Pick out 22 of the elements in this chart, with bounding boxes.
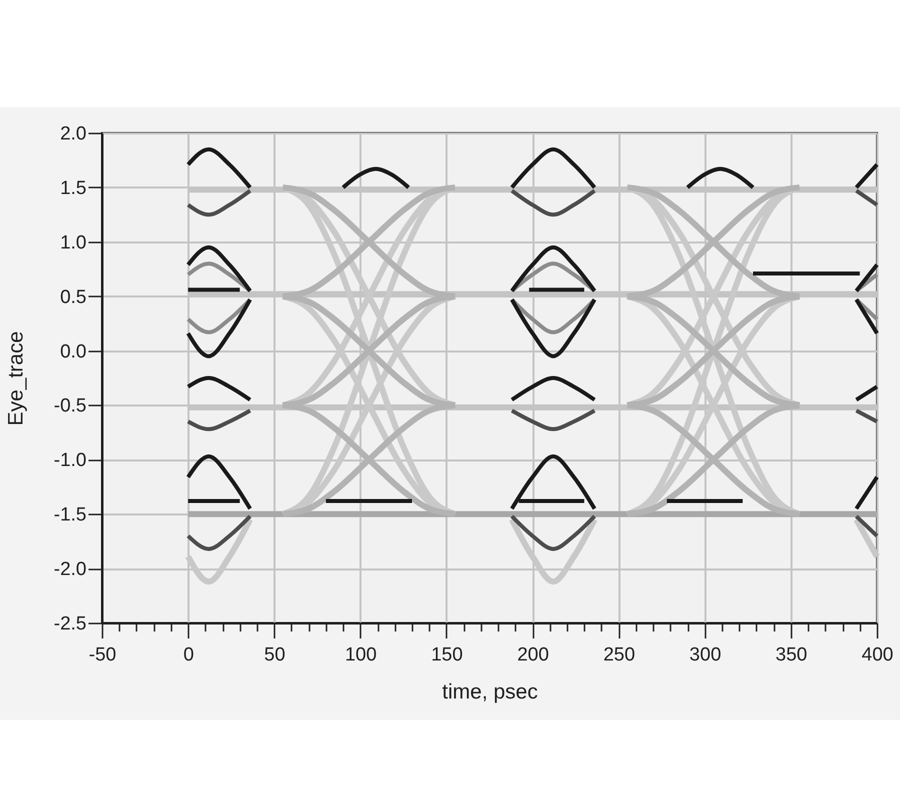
x-tick-label: 0	[183, 644, 194, 666]
x-tick-label: 200	[517, 644, 549, 666]
x-tick-label: 250	[603, 644, 636, 666]
x-tick-label: -50	[88, 644, 116, 666]
y-tick-label: 0.0	[60, 341, 86, 362]
y-tick-label: 2.0	[60, 124, 86, 144]
x-axis-title: time, psec	[442, 680, 538, 704]
y-axis-title: Eye_trace	[4, 331, 28, 426]
x-tick-label: 100	[344, 644, 377, 666]
y-tick-label: -2.5	[54, 614, 86, 634]
x-tick-label: 150	[431, 644, 463, 666]
y-tick-label: -1.5	[54, 504, 86, 526]
y-tick-label: -1.0	[54, 450, 86, 472]
y-tick-label: 0.5	[60, 286, 86, 308]
x-tick-label: 50	[264, 644, 286, 666]
x-tick-label: 400	[862, 644, 894, 666]
y-tick-label: -0.5	[54, 396, 86, 417]
x-tick-label: 300	[689, 644, 722, 666]
x-tick-label: 350	[776, 644, 808, 666]
y-tick-label: 1.5	[60, 178, 86, 199]
y-tick-label: 1.0	[60, 232, 86, 254]
y-tick-label: -2.0	[54, 559, 86, 580]
